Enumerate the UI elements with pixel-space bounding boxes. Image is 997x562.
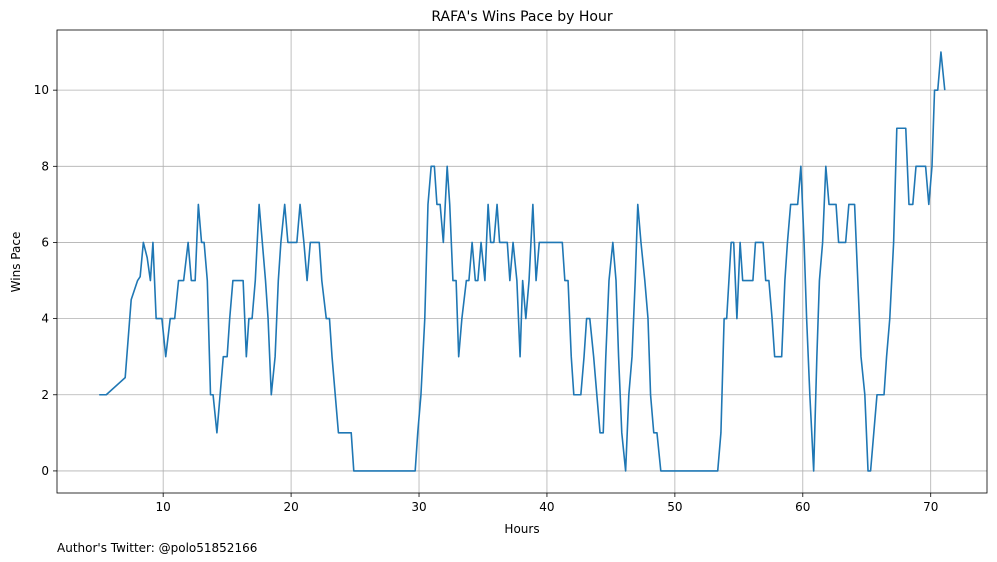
x-tick-label: 30	[411, 500, 426, 514]
footer-annotation: Author's Twitter: @polo51852166	[57, 541, 257, 555]
y-tick-label: 8	[41, 159, 49, 173]
x-axis-label: Hours	[504, 522, 539, 536]
x-tick-label: 40	[539, 500, 554, 514]
x-tick-label: 70	[923, 500, 938, 514]
y-tick-label: 0	[41, 464, 49, 478]
y-tick-label: 10	[34, 83, 49, 97]
y-tick-label: 6	[41, 235, 49, 249]
y-tick-label: 2	[41, 388, 49, 402]
y-axis-label: Wins Pace	[9, 232, 23, 293]
data-line	[99, 51, 946, 472]
x-tick-label: 20	[283, 500, 298, 514]
chart-title: RAFA's Wins Pace by Hour	[431, 9, 612, 25]
x-tick-label: 50	[667, 500, 682, 514]
plot-frame	[56, 29, 988, 494]
x-tick-label: 10	[156, 500, 171, 514]
x-tick-label: 60	[795, 500, 810, 514]
y-tick-label: 4	[41, 312, 49, 326]
